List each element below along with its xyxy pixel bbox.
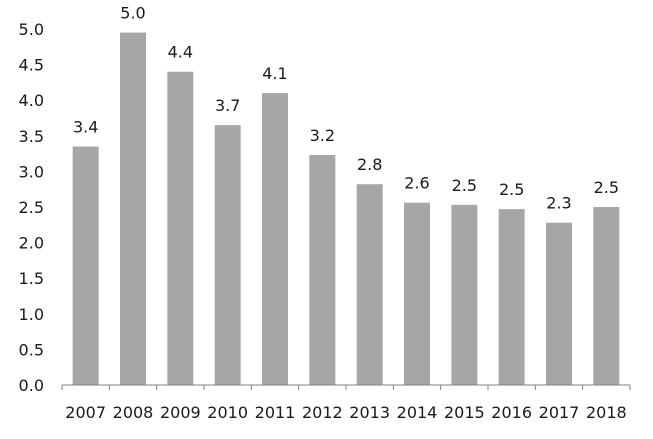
data-label-2009: 4.4: [168, 43, 193, 62]
data-label-2015: 2.5: [452, 176, 477, 195]
y-tick-label: 2.0: [19, 234, 44, 253]
x-tick-label: 2018: [586, 403, 627, 422]
data-label-2018: 2.5: [594, 178, 619, 197]
y-tick-label: 1.5: [19, 269, 44, 288]
y-tick-label: 0.5: [19, 340, 44, 359]
y-tick-label: 4.0: [19, 91, 44, 110]
data-label-2010: 3.7: [215, 96, 240, 115]
bar-2018: [593, 207, 620, 385]
data-label-2013: 2.8: [357, 155, 382, 174]
y-tick-label: 1.0: [19, 305, 44, 324]
bar-2011: [262, 93, 288, 385]
data-label-2008: 5.0: [120, 4, 145, 23]
x-tick-label: 2013: [349, 403, 390, 422]
bars: [72, 32, 620, 386]
bar-2009: [167, 71, 194, 385]
bar-2012: [309, 155, 336, 385]
bar-2007: [72, 146, 99, 385]
y-tick-label: 2.5: [19, 198, 44, 217]
bar-2015: [451, 204, 478, 385]
y-axis-ticks: 0.0 0.5 1.0 1.5 2.0 2.5 3.0 3.5 4.0 4.5 5.0: [19, 20, 44, 395]
data-label-2011: 4.1: [262, 64, 287, 83]
x-tick-label: 2009: [160, 403, 201, 422]
x-tick-label: 2015: [444, 403, 485, 422]
data-label-2017: 2.3: [546, 194, 571, 213]
bar-2008: [120, 32, 146, 386]
x-tick-label: 2014: [397, 403, 438, 422]
bar-2016: [498, 209, 525, 385]
x-tick-label: 2008: [113, 403, 154, 422]
x-tick-label: 2016: [491, 403, 532, 422]
x-axis-ticks: 2007 2008 2009 2010 2011 2012 2013 2014 2015 2016…: [61, 385, 631, 422]
data-label-2014: 2.6: [404, 174, 429, 193]
bar-2013: [356, 184, 383, 385]
y-tick-label: 0.0: [19, 376, 44, 395]
data-label-2012: 3.2: [310, 126, 335, 145]
x-tick-label: 2010: [207, 403, 248, 422]
data-labels: 3.4 5.0 4.4 3.7 4.1 3.2 2.8 2.6 2.5 2.5 2.3 2.5: [73, 4, 619, 213]
bar-2017: [546, 222, 572, 385]
bar-2010: [214, 125, 241, 386]
x-tick-label: 2007: [65, 403, 106, 422]
bar-2014: [404, 202, 430, 385]
y-tick-label: 3.0: [19, 162, 44, 181]
data-label-2007: 3.4: [73, 117, 98, 136]
x-tick-label: 2012: [302, 403, 343, 422]
y-tick-label: 5.0: [19, 20, 44, 39]
x-tick-label: 2011: [255, 403, 296, 422]
x-tick-label: 2017: [539, 403, 580, 422]
data-label-2016: 2.5: [499, 180, 524, 199]
y-tick-label: 4.5: [19, 56, 44, 75]
y-tick-label: 3.5: [19, 127, 44, 146]
